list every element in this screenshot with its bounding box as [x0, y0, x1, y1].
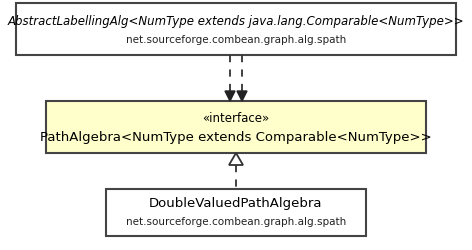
Text: net.sourceforge.combean.graph.alg.spath: net.sourceforge.combean.graph.alg.spath	[126, 216, 346, 226]
FancyBboxPatch shape	[16, 4, 456, 56]
Text: AbstractLabellingAlg<NumType extends java.lang.Comparable<NumType>>: AbstractLabellingAlg<NumType extends jav…	[8, 14, 464, 28]
Text: «interface»: «interface»	[202, 111, 270, 124]
Polygon shape	[237, 92, 247, 102]
Text: net.sourceforge.combean.graph.alg.spath: net.sourceforge.combean.graph.alg.spath	[126, 35, 346, 45]
FancyBboxPatch shape	[106, 189, 366, 236]
Text: DoubleValuedPathAlgebra: DoubleValuedPathAlgebra	[149, 197, 323, 210]
FancyBboxPatch shape	[46, 102, 426, 154]
Text: PathAlgebra<NumType extends Comparable<NumType>>: PathAlgebra<NumType extends Comparable<N…	[40, 130, 432, 143]
Polygon shape	[225, 92, 235, 102]
Polygon shape	[229, 154, 243, 165]
